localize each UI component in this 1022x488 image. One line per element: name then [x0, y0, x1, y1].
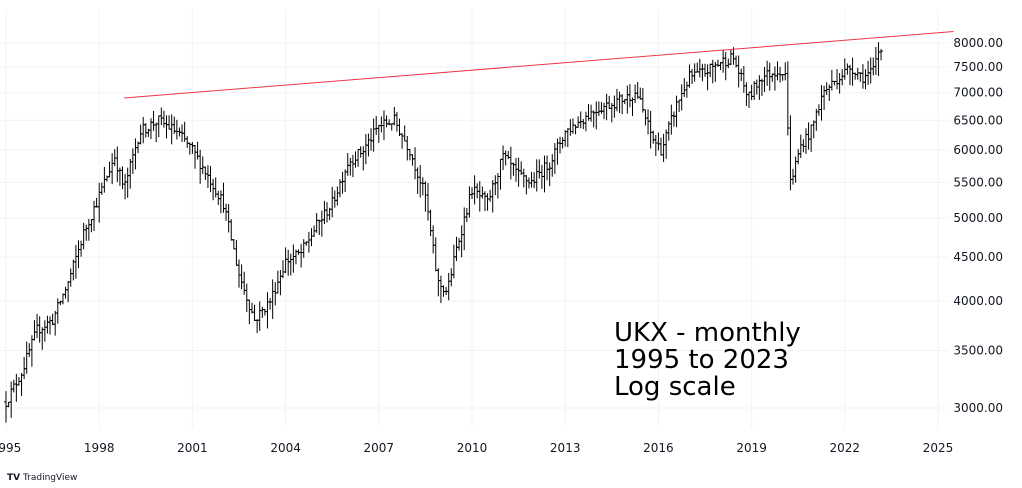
ohlc-bar [879, 48, 884, 61]
annotation-line-2: 1995 to 2023 [614, 345, 789, 375]
x-tick-label: 1998 [84, 441, 115, 455]
x-tick-label: 2022 [830, 441, 861, 455]
y-tick-label: 3000.00 [953, 401, 1003, 415]
x-tick-label: 2004 [270, 441, 301, 455]
y-tick-label: 6500.00 [953, 113, 1003, 127]
annotation-line-3: Log scale [614, 372, 736, 402]
x-axis: 1995 1998 2001 2004 2007 2010 2013 2016 2019 2022… [0, 441, 953, 455]
y-tick-label: 4500.00 [953, 250, 1003, 264]
annotation-line-1: UKX - monthly [614, 318, 801, 348]
y-tick-label: 5500.00 [953, 175, 1003, 189]
grid-lines [0, 10, 949, 428]
svg-text:TV: TV [7, 473, 20, 483]
svg-text:TradingView: TradingView [22, 473, 77, 483]
x-tick-label: 2025 [923, 441, 954, 455]
x-tick-label: 2007 [364, 441, 395, 455]
x-tick-label: 2019 [736, 441, 767, 455]
tradingview-logo: TV TradingView [7, 473, 77, 483]
ohlc-bars [4, 42, 884, 423]
resistance-trendline [124, 31, 954, 99]
x-tick-label: 2016 [643, 441, 674, 455]
y-tick-label: 7500.00 [953, 60, 1003, 74]
x-tick-label: 2001 [177, 441, 208, 455]
y-tick-label: 7000.00 [953, 86, 1003, 100]
x-tick-label: 2010 [457, 441, 488, 455]
x-tick-label: 1995 [0, 441, 21, 455]
y-tick-label: 8000.00 [953, 36, 1003, 50]
y-tick-label: 6000.00 [953, 143, 1003, 157]
y-tick-label: 3500.00 [953, 344, 1003, 358]
y-tick-label: 4000.00 [953, 294, 1003, 308]
y-axis: 3000.00 3500.00 4000.00 4500.00 5000.00 5500.… [953, 36, 1003, 415]
x-tick-label: 2013 [550, 441, 581, 455]
y-tick-label: 5000.00 [953, 211, 1003, 225]
